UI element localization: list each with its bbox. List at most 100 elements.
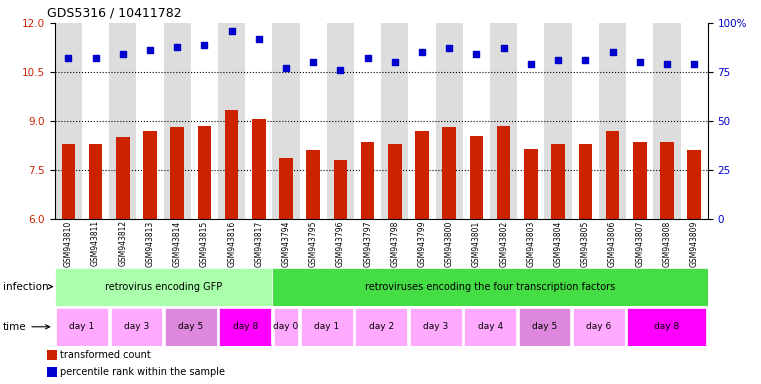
Bar [82, 23, 109, 219]
Bar [354, 23, 381, 219]
Bar [300, 23, 326, 219]
Bar [435, 23, 463, 219]
Bar [381, 23, 409, 219]
Point [607, 50, 619, 56]
Bar [272, 23, 300, 219]
Point [443, 45, 455, 51]
Bar [680, 23, 708, 219]
Point [470, 51, 482, 58]
Bar [490, 23, 517, 219]
Text: day 6: day 6 [586, 322, 612, 331]
Text: transformed count: transformed count [61, 350, 151, 360]
Bar [544, 23, 572, 219]
Bar [687, 151, 701, 219]
Point [334, 67, 346, 73]
Text: day 1: day 1 [69, 322, 94, 331]
Point [171, 43, 183, 50]
Bar [219, 308, 271, 346]
Bar [307, 151, 320, 219]
Bar [279, 159, 293, 219]
Point [389, 59, 401, 65]
Bar [55, 268, 272, 306]
Text: day 2: day 2 [368, 322, 394, 331]
Bar [252, 119, 266, 219]
Bar [218, 23, 245, 219]
Text: day 1: day 1 [314, 322, 339, 331]
Point [661, 61, 673, 67]
Text: infection: infection [3, 281, 53, 292]
Point [634, 59, 646, 65]
Text: day 3: day 3 [124, 322, 149, 331]
Bar [191, 23, 218, 219]
Bar [355, 308, 407, 346]
Text: percentile rank within the sample: percentile rank within the sample [61, 367, 225, 377]
Bar [110, 308, 162, 346]
Point [688, 61, 700, 67]
Bar [633, 142, 647, 219]
Bar [164, 23, 191, 219]
Bar [628, 308, 706, 346]
Text: retrovirus encoding GFP: retrovirus encoding GFP [105, 281, 222, 292]
Bar [470, 136, 483, 219]
Bar [572, 23, 599, 219]
Bar [170, 127, 184, 219]
Bar [524, 149, 538, 219]
Bar [463, 23, 490, 219]
Point [253, 36, 265, 42]
Point [416, 50, 428, 56]
Bar [47, 350, 56, 360]
Bar [599, 23, 626, 219]
Point [225, 28, 237, 34]
Point [552, 57, 564, 63]
Text: GDS5316 / 10411782: GDS5316 / 10411782 [47, 6, 182, 19]
Bar [361, 142, 374, 219]
Bar [410, 308, 461, 346]
Point [361, 55, 374, 61]
Bar [497, 126, 511, 219]
Bar [626, 23, 653, 219]
Point [280, 65, 292, 71]
Bar [326, 23, 354, 219]
Bar [55, 23, 82, 219]
Bar [198, 126, 212, 219]
Bar [245, 23, 272, 219]
Bar [143, 131, 157, 219]
Bar [442, 127, 456, 219]
Bar [116, 137, 129, 219]
Point [90, 55, 102, 61]
Text: time: time [3, 322, 49, 332]
Bar [109, 23, 136, 219]
Text: day 4: day 4 [477, 322, 503, 331]
Bar [388, 144, 402, 219]
Bar [274, 308, 298, 346]
Bar [573, 308, 625, 346]
Text: day 8: day 8 [654, 322, 680, 331]
Bar [519, 308, 570, 346]
Point [525, 61, 537, 67]
Text: day 5: day 5 [532, 322, 557, 331]
Point [307, 59, 320, 65]
Bar [56, 308, 108, 346]
Bar [653, 23, 680, 219]
Text: day 5: day 5 [178, 322, 203, 331]
Point [144, 47, 156, 53]
Bar [578, 144, 592, 219]
Point [579, 57, 591, 63]
Bar [62, 144, 75, 219]
Bar [464, 308, 516, 346]
Bar [416, 131, 429, 219]
Text: day 8: day 8 [233, 322, 258, 331]
Text: day 3: day 3 [423, 322, 448, 331]
Bar [272, 268, 708, 306]
Point [62, 55, 75, 61]
Bar [517, 23, 544, 219]
Bar [47, 367, 56, 377]
Bar [660, 142, 673, 219]
Bar [89, 144, 103, 219]
Bar [409, 23, 435, 219]
Bar [606, 131, 619, 219]
Bar [136, 23, 164, 219]
Point [498, 45, 510, 51]
Point [199, 41, 211, 48]
Bar [333, 160, 347, 219]
